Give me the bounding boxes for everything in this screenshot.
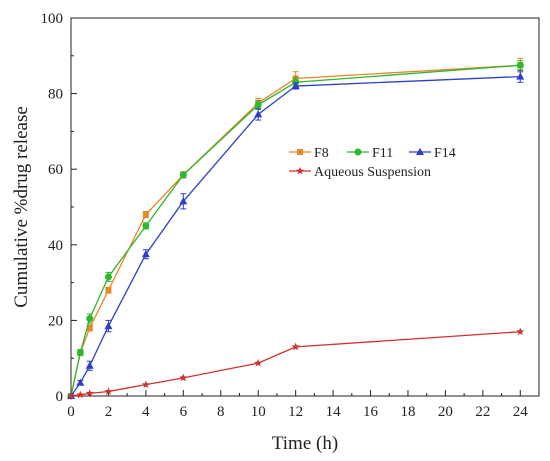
data-point — [142, 222, 150, 230]
x-tick-label: 22 — [475, 404, 490, 420]
data-point — [516, 327, 525, 336]
x-tick-label: 14 — [326, 404, 342, 420]
y-tick-label: 0 — [56, 389, 64, 405]
y-tick-label: 80 — [48, 87, 63, 103]
legend-marker — [416, 147, 424, 155]
data-point — [85, 389, 94, 397]
data-point — [76, 378, 85, 386]
legend-label: F11 — [372, 146, 393, 161]
data-point — [254, 101, 262, 109]
x-axis: 0 2 4 6 8 10 12 14 16 18 20 22 24 — [67, 390, 528, 420]
series-aqueous-suspension — [67, 327, 525, 400]
data-point — [291, 342, 300, 351]
legend-marker — [297, 149, 303, 155]
x-tick-label: 24 — [513, 404, 529, 420]
legend-item: F8 — [289, 146, 329, 161]
data-point — [141, 380, 150, 389]
data-point — [86, 324, 93, 331]
legend-item: F11 — [347, 146, 393, 161]
plot-area — [70, 17, 540, 397]
data-point — [76, 349, 84, 357]
data-point — [179, 171, 187, 179]
legend-label: F14 — [434, 146, 456, 161]
x-tick-label: 20 — [438, 404, 453, 420]
legend-item: Aqueous Suspension — [289, 165, 431, 180]
x-tick-label: 8 — [217, 404, 225, 420]
series-f11 — [67, 60, 524, 400]
series-f14 — [67, 70, 525, 399]
data-point — [516, 61, 524, 69]
x-tick-label: 10 — [251, 404, 266, 420]
plot-frame — [70, 17, 540, 397]
series-line — [70, 331, 521, 397]
data-point — [179, 373, 188, 382]
data-point — [291, 81, 300, 90]
data-point — [104, 273, 112, 281]
legend-label: F8 — [314, 146, 329, 161]
x-tick-label: 4 — [142, 404, 150, 420]
y-tick-label: 100 — [41, 11, 64, 27]
data-point — [516, 72, 525, 80]
x-tick-label: 16 — [363, 404, 379, 420]
data-point — [104, 321, 113, 330]
legend-item: F14 — [409, 146, 456, 161]
legend-label: Aqueous Suspension — [314, 165, 431, 180]
y-tick-label: 60 — [48, 162, 63, 178]
data-point — [179, 197, 188, 205]
y-axis-title: Cumulative %drug release — [11, 106, 32, 308]
x-tick-label: 18 — [400, 404, 415, 420]
data-point — [141, 250, 150, 258]
x-axis-title: Time (h) — [272, 433, 338, 454]
x-tick-label: 6 — [180, 404, 188, 420]
legend-marker — [296, 166, 304, 175]
series-layer — [67, 57, 525, 400]
data-point — [254, 110, 263, 118]
data-point — [254, 358, 263, 367]
data-point — [85, 361, 94, 369]
legend-marker — [354, 148, 362, 156]
data-point — [86, 315, 94, 323]
x-tick-label: 2 — [105, 404, 113, 420]
y-tick-label: 40 — [48, 238, 63, 254]
data-point — [142, 211, 149, 218]
x-tick-label: 0 — [67, 404, 75, 420]
y-tick-label: 20 — [48, 313, 63, 329]
data-point — [105, 287, 112, 294]
x-tick-label: 12 — [288, 404, 303, 420]
data-point — [104, 387, 113, 395]
data-point — [76, 390, 85, 399]
y-axis: 0 20 40 60 80 100 — [41, 11, 77, 405]
data-point — [67, 391, 75, 400]
